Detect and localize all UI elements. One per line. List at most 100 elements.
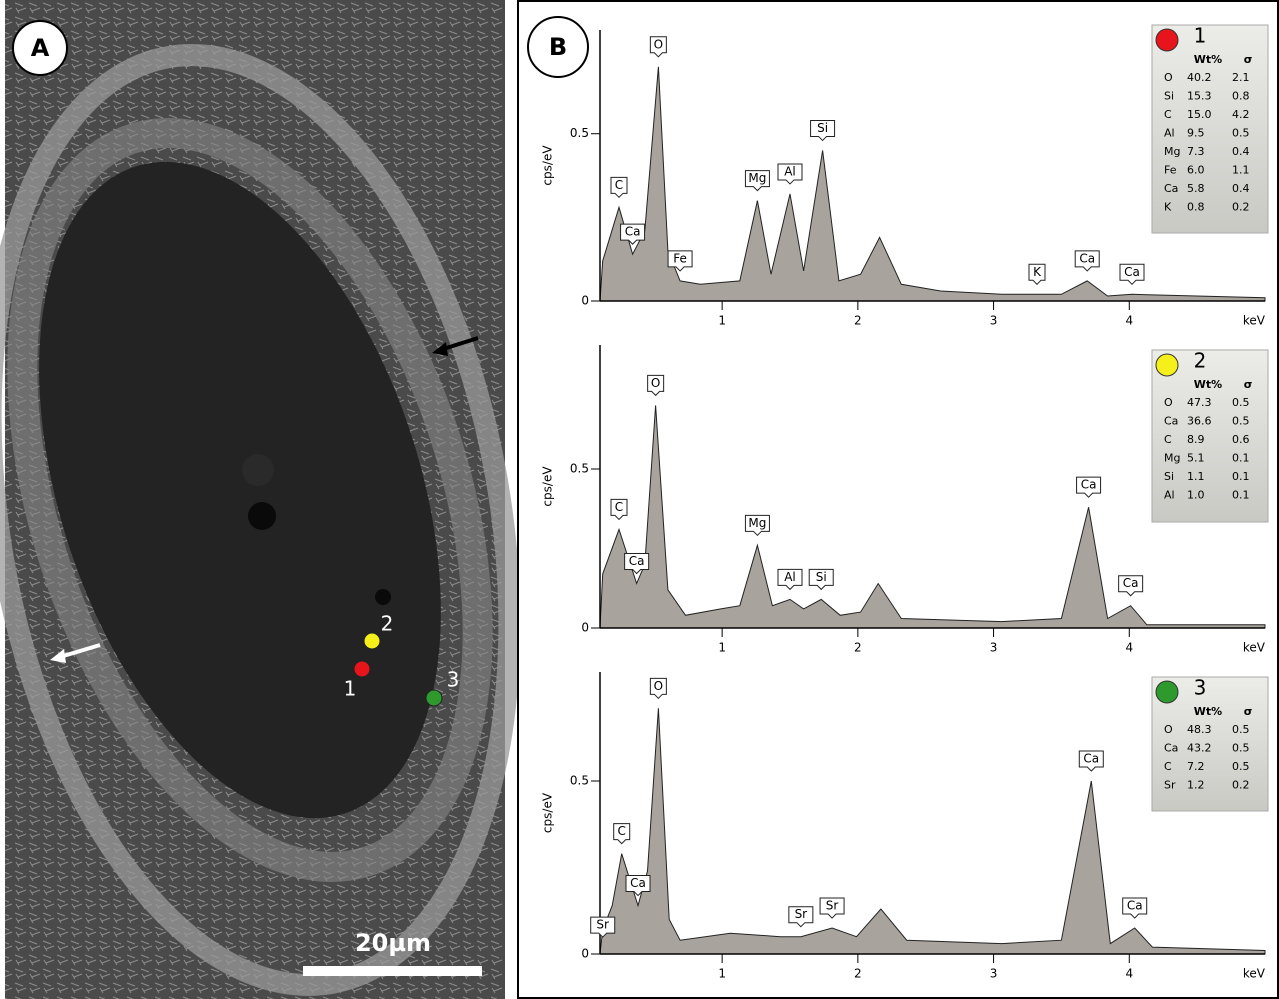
x-tick-label: 4 bbox=[1125, 967, 1133, 981]
inset-cell: 0.6 bbox=[1232, 433, 1250, 446]
spot-marker bbox=[353, 660, 371, 678]
inset-label: 3 bbox=[1194, 676, 1207, 700]
peak-label-text: C bbox=[618, 824, 626, 838]
inset-cell: 2.1 bbox=[1232, 71, 1250, 84]
inset-cell: Ca bbox=[1164, 415, 1178, 428]
peak-label: Si bbox=[808, 568, 834, 591]
spot-label: 2 bbox=[381, 612, 394, 636]
inset-cell: 8.9 bbox=[1187, 433, 1205, 446]
peak-label-box bbox=[610, 498, 628, 521]
inset-marker bbox=[1155, 680, 1179, 704]
peak-label: Ca bbox=[625, 875, 651, 897]
inset-cell: 0.1 bbox=[1232, 470, 1250, 483]
peak-label-box bbox=[1119, 263, 1145, 286]
peak-label-box bbox=[1076, 476, 1102, 498]
peak-label-box bbox=[1074, 250, 1100, 272]
inset-cell: Mg bbox=[1164, 452, 1180, 465]
peak-label-text: Ca bbox=[1124, 265, 1140, 279]
peak-label-text: Mg bbox=[748, 171, 766, 185]
peak-label: Fe bbox=[667, 250, 693, 272]
peak-label: Sr bbox=[788, 906, 814, 928]
peak-label-text: Si bbox=[817, 121, 828, 135]
y-tick-label: 0 bbox=[581, 294, 589, 308]
inset-cell: Ca bbox=[1164, 742, 1178, 755]
peak-label-text: Fe bbox=[673, 251, 687, 265]
inset-marker bbox=[1155, 28, 1179, 52]
inset-cell: C bbox=[1164, 108, 1172, 121]
peak-label: Ca bbox=[1118, 575, 1144, 597]
peak-label-box bbox=[1028, 263, 1046, 286]
inset-cell: Mg bbox=[1164, 145, 1180, 158]
panel-label-circle bbox=[527, 16, 589, 78]
inset-cell: 43.2 bbox=[1187, 742, 1212, 755]
inset-cell: O bbox=[1164, 723, 1173, 736]
inset-cell: Si bbox=[1164, 470, 1174, 483]
peak-label: C bbox=[613, 823, 631, 845]
peak-label-box bbox=[1078, 750, 1104, 772]
peak-label-text: K bbox=[1033, 265, 1042, 279]
inset-cell: 0.8 bbox=[1187, 201, 1205, 214]
x-axis-label: keV bbox=[1243, 641, 1266, 655]
inset-cell: 0.4 bbox=[1232, 182, 1250, 195]
peak-label-text: Sr bbox=[596, 918, 609, 932]
inset-cell: Fe bbox=[1164, 164, 1177, 177]
inset-cell: Al bbox=[1164, 127, 1175, 140]
peak-label-text: Ca bbox=[1123, 576, 1139, 590]
y-tick-label: 0 bbox=[581, 621, 589, 635]
peak-label-text: O bbox=[651, 376, 660, 390]
x-tick-label: 1 bbox=[718, 314, 726, 328]
inset-cell: 1.1 bbox=[1232, 164, 1250, 177]
panel-label: B bbox=[549, 33, 567, 61]
sem-image bbox=[0, 0, 521, 999]
inset-cell: 4.2 bbox=[1232, 108, 1250, 121]
peak-label-text: C bbox=[615, 178, 623, 192]
peak-label: C bbox=[610, 176, 628, 199]
peak-label-box bbox=[819, 897, 845, 919]
inset-cell: 0.5 bbox=[1232, 723, 1250, 736]
panel-label: A bbox=[31, 34, 50, 62]
peak-label: O bbox=[649, 677, 667, 700]
peak-label: Ca bbox=[1119, 263, 1145, 286]
peak-label: Sr bbox=[819, 897, 845, 919]
inset-cell: 0.4 bbox=[1232, 145, 1250, 158]
x-axis-label: keV bbox=[1243, 314, 1266, 328]
scale-label: 20µm bbox=[355, 929, 431, 957]
peak-label-box bbox=[613, 823, 631, 845]
peak-label: K bbox=[1028, 263, 1046, 286]
inset-cell: 7.2 bbox=[1187, 760, 1205, 773]
peak-label-box bbox=[808, 568, 834, 591]
panel-b-frame bbox=[517, 0, 1279, 999]
peak-label-box bbox=[649, 36, 667, 58]
y-axis-label: cps/eV bbox=[541, 466, 555, 507]
x-axis-label: keV bbox=[1243, 967, 1266, 981]
x-tick-label: 4 bbox=[1125, 641, 1133, 655]
inset-cell: 40.2 bbox=[1187, 71, 1212, 84]
peak-label: Ca bbox=[1074, 250, 1100, 272]
inset-cell: K bbox=[1164, 201, 1172, 214]
inset-cell: 5.8 bbox=[1187, 182, 1205, 195]
inset-cell: 0.5 bbox=[1232, 742, 1250, 755]
inset-cell: Si bbox=[1164, 90, 1174, 103]
inset-cell: 0.5 bbox=[1232, 760, 1250, 773]
inset-label: 1 bbox=[1194, 24, 1207, 48]
inset-cell: 7.3 bbox=[1187, 145, 1205, 158]
y-axis-label: cps/eV bbox=[541, 145, 555, 186]
peak-label-box bbox=[744, 170, 770, 192]
inset-cell: 36.6 bbox=[1187, 415, 1212, 428]
inset-cell: 47.3 bbox=[1187, 396, 1212, 409]
inset-label: 2 bbox=[1194, 349, 1207, 373]
inset-cell: 1.2 bbox=[1187, 779, 1205, 792]
x-tick-label: 2 bbox=[854, 314, 862, 328]
peak-label-text: Sr bbox=[826, 899, 839, 913]
peak-label-box bbox=[788, 906, 814, 928]
y-tick-label: 0.5 bbox=[570, 773, 589, 787]
peak-label: Si bbox=[810, 119, 836, 142]
x-tick-label: 1 bbox=[718, 641, 726, 655]
inset-cell: 6.0 bbox=[1187, 164, 1205, 177]
peak-label: Ca bbox=[624, 552, 650, 575]
peak-label-text: O bbox=[654, 679, 663, 693]
spot-marker bbox=[425, 689, 443, 707]
inset-cell: Al bbox=[1164, 489, 1175, 502]
inset-cell: 0.1 bbox=[1232, 452, 1250, 465]
